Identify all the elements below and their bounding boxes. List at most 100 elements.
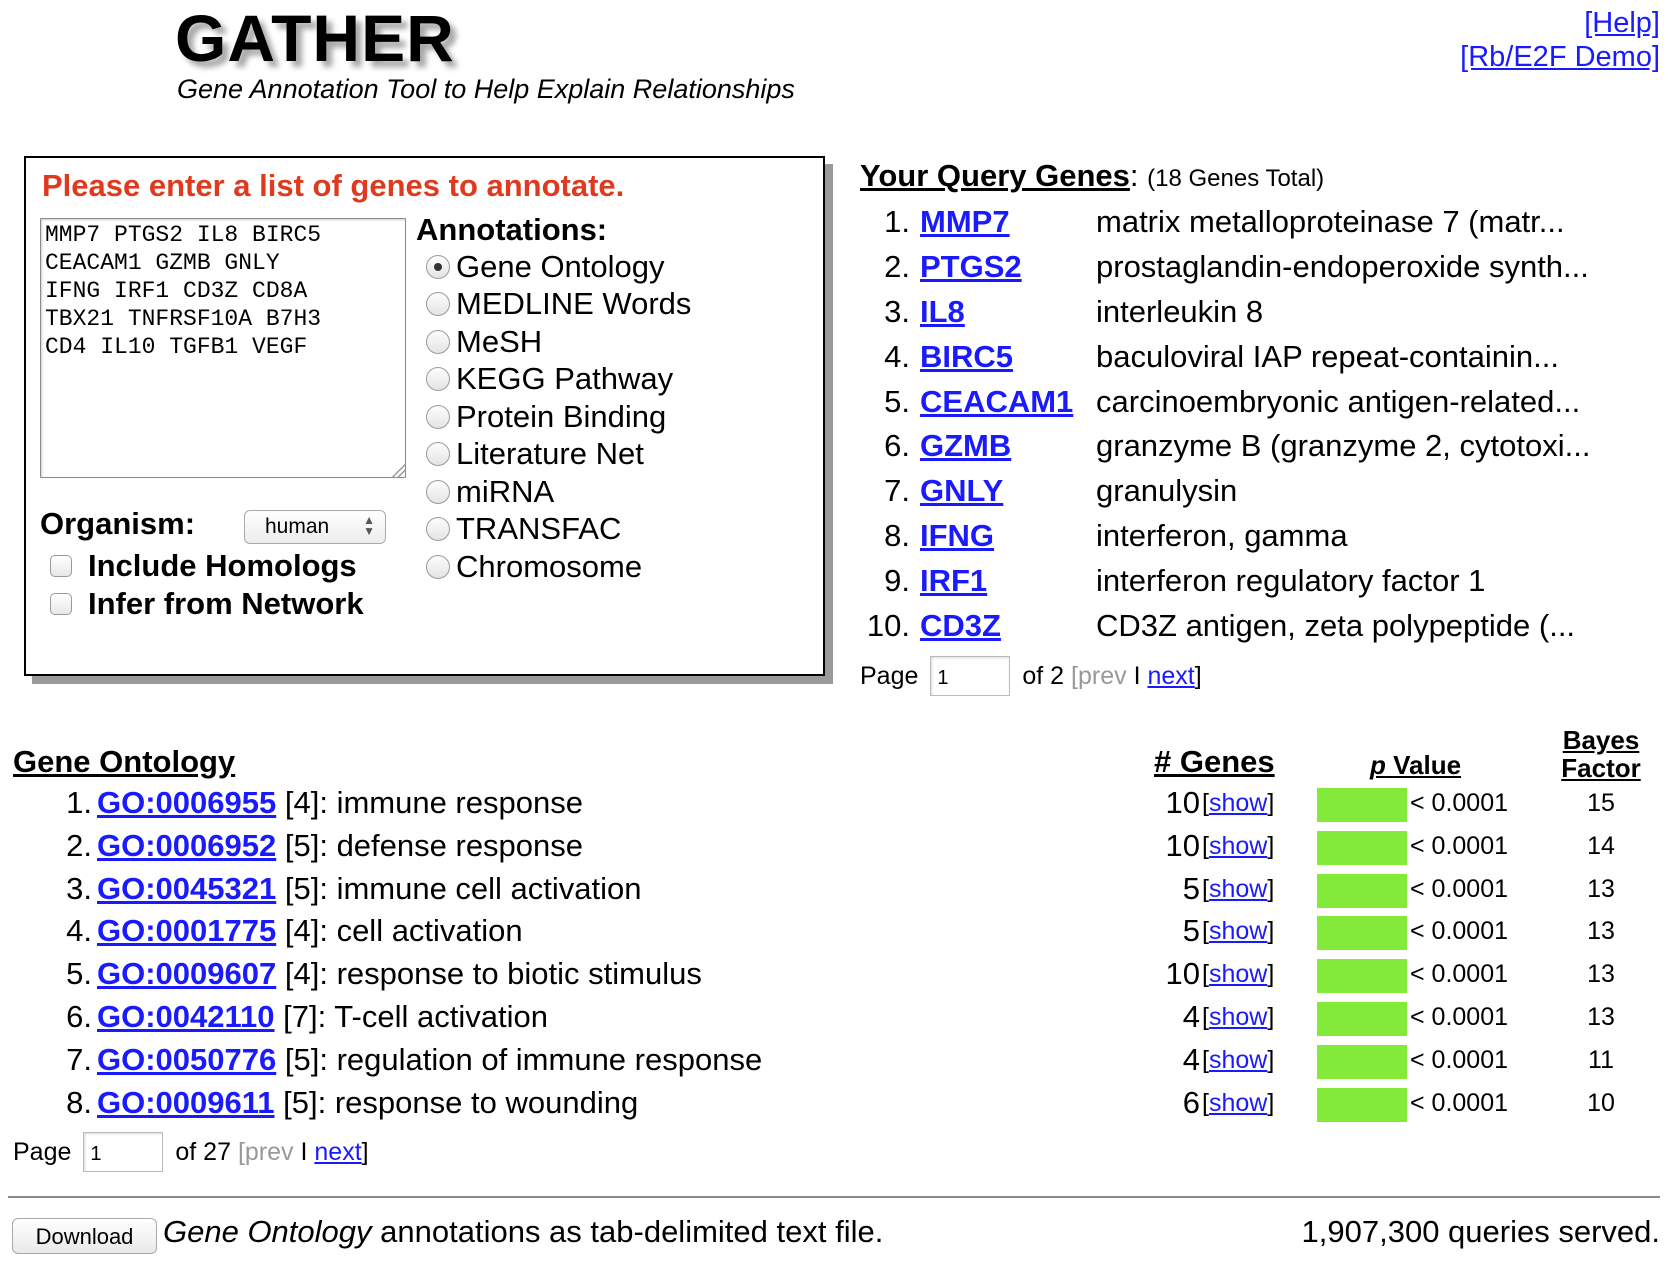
resize-grip-icon[interactable] [392,464,406,478]
radio-icon[interactable] [426,479,450,504]
go-id-link[interactable]: GO:0006955 [97,785,277,820]
pvalue: < 0.0001 [1410,1002,1509,1031]
gene-symbol-link[interactable]: PTGS2 [920,249,1022,285]
gene-symbol-link[interactable]: GZMB [920,428,1012,464]
show-link[interactable]: show [1208,917,1268,946]
go-id-link[interactable]: GO:0009607 [97,956,277,992]
bayes-factor: 15 [1587,789,1615,817]
go-id-link[interactable]: GO:0006952 [97,827,277,863]
go-id-link[interactable]: GO:0009611 [97,1084,275,1120]
table-row: 1. GO:0006955 [4]: immune response 10 [s… [0,782,1668,825]
radio-icon[interactable] [426,554,450,579]
annotation-option[interactable]: KEGG Pathway [426,361,691,399]
prev-link-disabled: prev [244,1137,294,1166]
row-term: GO:0006955 [4]: immune response [97,785,583,820]
show-genes: [show] [1202,831,1275,860]
show-genes: [show] [1202,1002,1275,1031]
gene-symbol-link[interactable]: MMP7 [920,204,1010,240]
row-number: 4. [66,913,92,949]
show-link[interactable]: show [1208,960,1268,989]
show-link[interactable]: show [1208,1045,1268,1074]
infer-network-row[interactable]: Infer from Network [50,586,364,622]
column-header-pvalue[interactable]: p Value [1370,750,1461,781]
go-id-link[interactable]: GO:0045321 [97,870,277,906]
radio-icon[interactable] [426,329,450,354]
show-link[interactable]: show [1208,874,1268,903]
pvalue: < 0.0001 [1410,960,1509,989]
query-genes-total: (18 Genes Total) [1147,165,1325,192]
table-row: 3. GO:0045321 [5]: immune cell activatio… [0,868,1668,911]
gene-list-textarea[interactable]: MMP7 PTGS2 IL8 BIRC5 CEACAM1 GZMB GNLY I… [40,218,406,478]
include-homologs-checkbox[interactable] [50,555,72,577]
go-id-link[interactable]: GO:0001775 [97,913,277,949]
go-id-link[interactable]: GO:0050776 [97,1041,277,1077]
go-id-link[interactable]: GO:0042110 [97,998,275,1034]
results-table: 1. GO:0006955 [4]: immune response 10 [s… [0,782,1668,1124]
radio-icon[interactable] [426,404,450,429]
page-number-input[interactable]: 1 [83,1132,164,1172]
show-link[interactable]: show [1208,789,1268,817]
gene-symbol-link[interactable]: IL8 [920,293,965,329]
gene-symbol-link[interactable]: GNLY [920,473,1004,509]
bayes-factor: 13 [1587,874,1615,903]
annotation-option[interactable]: Gene Ontology [426,248,691,286]
list-item: 3. IL8 interleukin 8 [860,290,1660,335]
download-text: annotations as tab-delimited text file. [371,1214,884,1249]
download-button[interactable]: Download [12,1218,157,1254]
show-link[interactable]: show [1208,831,1268,860]
show-genes: [show] [1202,917,1275,946]
show-link[interactable]: show [1208,1002,1268,1031]
page-number-input[interactable]: 1 [930,656,1011,696]
gene-number: 4. [884,338,910,374]
annotation-option[interactable]: Literature Net [426,436,691,474]
gene-count: 10 [1165,827,1200,863]
radio-icon[interactable] [426,517,450,542]
gene-symbol-link[interactable]: IRF1 [920,562,988,598]
include-homologs-row[interactable]: Include Homologs [50,548,357,584]
panel-heading: Please enter a list of genes to annotate… [42,168,625,203]
help-link[interactable]: [Help] [1584,7,1660,39]
gene-symbol-link[interactable]: CEACAM1 [920,383,1074,419]
organism-select[interactable]: human ▲ ▼ [244,510,386,544]
annotation-options: Gene Ontology MEDLINE Words MeSH KEGG Pa… [426,248,691,586]
next-page-link[interactable]: next [314,1137,362,1166]
table-row: 4. GO:0001775 [4]: cell activation 5 [sh… [0,910,1668,953]
row-number: 8. [66,1084,92,1120]
gene-number: 3. [884,293,910,329]
demo-link[interactable]: [Rb/E2F Demo] [1460,41,1660,73]
infer-network-checkbox[interactable] [50,593,72,615]
row-number: 5. [66,956,92,992]
show-link[interactable]: show [1208,1088,1268,1117]
gene-symbol-link[interactable]: CD3Z [920,607,1001,643]
show-genes: [show] [1202,874,1275,903]
download-annotation-type: Gene Ontology [163,1214,372,1249]
annotation-option[interactable]: MeSH [426,323,691,361]
column-header-genes[interactable]: # Genes [1154,744,1275,779]
bayes-factor: 11 [1588,1045,1614,1074]
gene-symbol-link[interactable]: IFNG [920,517,995,553]
pager-separator: I [1133,661,1141,690]
annotation-option[interactable]: Chromosome [426,548,691,586]
gene-description: matrix metalloproteinase 7 (matr... [1096,204,1565,240]
radio-icon[interactable] [426,367,450,392]
radio-icon[interactable] [426,442,450,467]
radio-selected-icon[interactable] [426,254,450,279]
query-genes-title: Your Query Genes [860,158,1130,193]
annotation-option[interactable]: miRNA [426,473,691,511]
bayes-factor: 13 [1587,1002,1615,1031]
page-label: Page [13,1137,72,1166]
column-header-bayes[interactable]: Bayes Factor [1561,725,1641,783]
pvalue: < 0.0001 [1410,874,1509,903]
queries-served: 1,907,300 queries served. [1301,1214,1660,1249]
annotation-option[interactable]: MEDLINE Words [426,286,691,324]
annotation-option[interactable]: TRANSFAC [426,511,691,549]
go-term: T-cell activation [334,998,548,1034]
annotation-option-label: miRNA [456,473,555,509]
annotation-option[interactable]: Protein Binding [426,398,691,436]
gene-symbol-link[interactable]: BIRC5 [920,338,1014,374]
list-item: 5. CEACAM1 carcinoembryonic antigen-relate… [860,379,1660,424]
gene-number: 1. [884,204,910,240]
radio-icon[interactable] [426,292,450,317]
show-genes: [show] [1202,1088,1275,1117]
next-page-link[interactable]: next [1147,661,1195,690]
